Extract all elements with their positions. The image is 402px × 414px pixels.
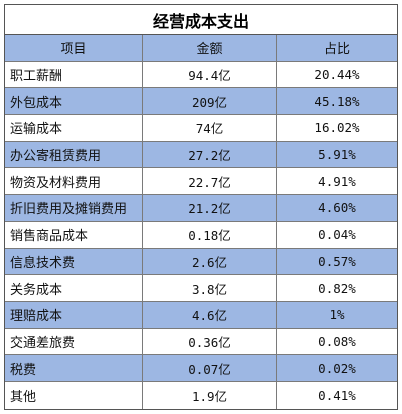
amount-cell: 0.18亿 (143, 221, 277, 248)
table-row: 其他 1.9亿 0.41% (5, 381, 397, 409)
amount-cell: 0.07亿 (143, 355, 277, 381)
ratio-cell: 1% (329, 307, 345, 323)
item-cell: 物资及材料费用 (5, 168, 143, 195)
header-amount: 金额 (143, 35, 277, 61)
item-cell: 办公寄租赁费用 (5, 141, 143, 168)
item-cell: 职工薪酬 (5, 61, 143, 88)
ratio-cell: 5.91% (318, 147, 356, 163)
table-title: 经营成本支出 (5, 5, 397, 35)
table-row: 关务成本 3.8亿 0.82% (5, 275, 397, 302)
amount-cell: 21.2亿 (143, 195, 277, 221)
table-row: 税费 0.07亿 0.02% (5, 355, 397, 382)
table-row: 销售商品成本 0.18亿 0.04% (5, 221, 397, 249)
item-cell: 交通差旅费 (5, 328, 143, 355)
ratio-cell: 16.02% (314, 120, 360, 136)
table-row: 信息技术费 2.6亿 0.57% (5, 248, 397, 276)
ratio-cell: 4.60% (318, 200, 356, 216)
ratio-cell: 0.08% (318, 333, 356, 349)
ratio-cell: 0.41% (318, 387, 356, 403)
ratio-cell: 0.57% (318, 253, 356, 269)
item-cell: 运输成本 (5, 115, 143, 141)
table-row: 交通差旅费 0.36亿 0.08% (5, 328, 397, 356)
ratio-cell: 0.02% (318, 360, 356, 376)
table-row: 运输成本 74亿 16.02% (5, 115, 397, 142)
header-ratio: 占比 (323, 42, 350, 58)
table-row: 办公寄租赁费用 27.2亿 5.91% (5, 141, 397, 169)
amount-cell: 22.7亿 (143, 168, 277, 195)
table-row: 理赔成本 4.6亿 1% (5, 301, 397, 329)
amount-cell: 74亿 (143, 115, 277, 141)
item-cell: 销售商品成本 (5, 221, 143, 248)
ratio-cell: 4.91% (318, 173, 356, 189)
ratio-cell: 45.18% (314, 93, 360, 109)
amount-cell: 209亿 (143, 88, 277, 115)
header-item: 项目 (5, 35, 143, 61)
item-cell: 折旧费用及摊销费用 (5, 195, 143, 221)
amount-cell: 94.4亿 (143, 61, 277, 88)
table-header-row: 项目 金额 占比 (5, 35, 397, 62)
ratio-cell: 0.82% (318, 280, 356, 296)
item-cell: 外包成本 (5, 88, 143, 115)
amount-cell: 2.6亿 (143, 248, 277, 275)
table-row: 职工薪酬 94.4亿 20.44% (5, 61, 397, 89)
ratio-cell: 0.04% (318, 227, 356, 243)
amount-cell: 27.2亿 (143, 141, 277, 168)
amount-cell: 1.9亿 (143, 381, 277, 409)
amount-cell: 0.36亿 (143, 328, 277, 355)
ratio-cell: 20.44% (314, 67, 360, 83)
amount-cell: 3.8亿 (143, 275, 277, 301)
amount-cell: 4.6亿 (143, 301, 277, 328)
item-cell: 税费 (5, 355, 143, 381)
cost-table: 经营成本支出 项目 金额 占比 职工薪酬 94.4亿 20.44% 外包成本 209亿 4… (4, 4, 398, 410)
item-cell: 关务成本 (5, 275, 143, 301)
table-row: 外包成本 209亿 45.18% (5, 88, 397, 116)
item-cell: 其他 (5, 381, 143, 409)
item-cell: 信息技术费 (5, 248, 143, 275)
table-row: 物资及材料费用 22.7亿 4.91% (5, 168, 397, 196)
item-cell: 理赔成本 (5, 301, 143, 328)
table-row: 折旧费用及摊销费用 21.2亿 4.60% (5, 195, 397, 222)
